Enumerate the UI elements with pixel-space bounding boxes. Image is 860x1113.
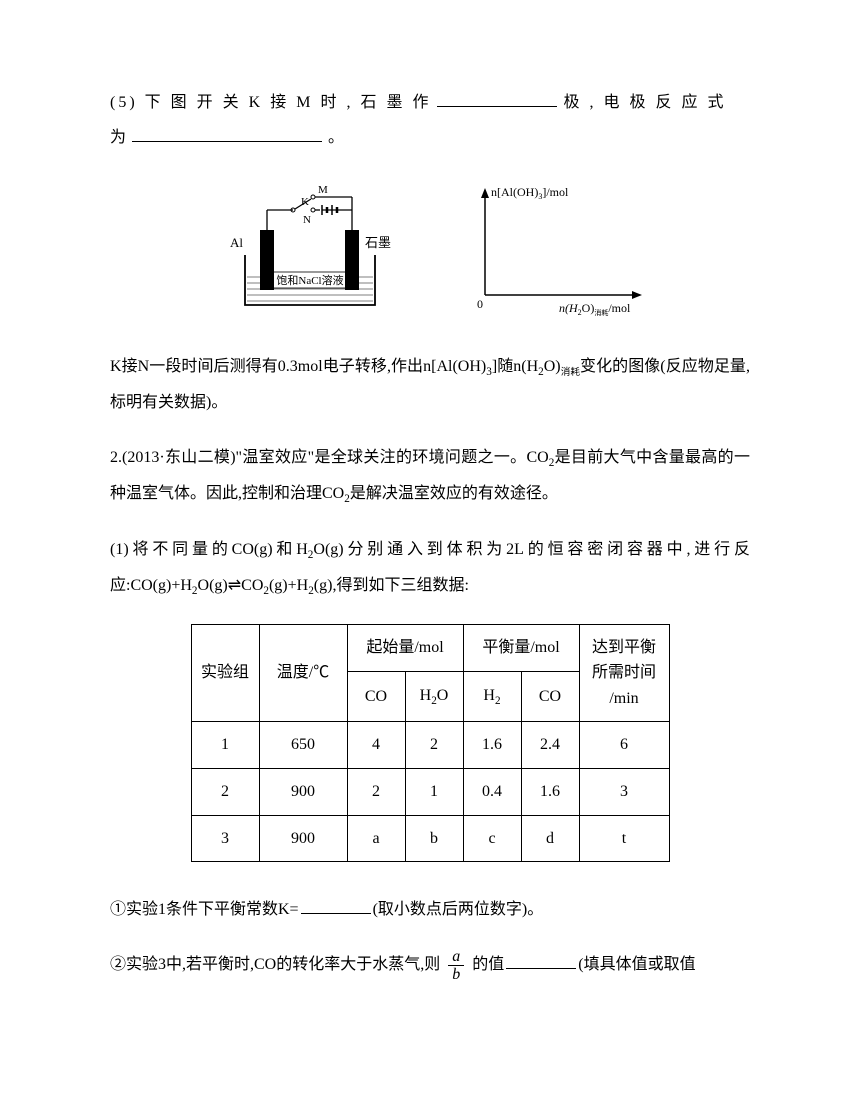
q5-blank1[interactable] — [437, 91, 557, 107]
th-temp: 温度/℃ — [259, 624, 347, 722]
k-label: K — [301, 196, 309, 208]
y-axis-label: n[Al(OH)3]/mol — [491, 185, 569, 201]
q5-line: (5) 下 图 开 关 K 接 M 时 , 石 墨 作 极 , 电 极 反 应 … — [110, 85, 750, 155]
q5-text-d: 。 — [328, 129, 344, 146]
th-h2-eq: H2 — [463, 672, 521, 722]
q5-post-text: K接N一段时间后测得有0.3mol电子转移,作出n[Al(OH)3]随n(H2O… — [110, 349, 750, 420]
th-co-initial: CO — [347, 672, 405, 722]
q2-1-2: ②实验3中,若平衡时,CO的转化率大于水蒸气,则 a b 的值(填具体值或取值 — [110, 947, 750, 983]
q5-text-b: 极 , 电 极 反 应 式 — [563, 94, 726, 111]
n-label: N — [303, 214, 311, 226]
q2-intro: 2.(2013·东山二模)"温室效应"是全球关注的环境问题之一。CO2是目前大气… — [110, 440, 750, 512]
solution-label: 饱和NaCl溶液 — [276, 273, 343, 287]
th-co-eq: CO — [521, 672, 579, 722]
q5-text-a: (5) 下 图 开 关 K 接 M 时 , 石 墨 作 — [110, 94, 431, 111]
graph-axes: 0 n[Al(OH)3]/mol n(H2O)消耗/mol — [455, 180, 655, 320]
figure-row: 饱和NaCl溶液 Al 石墨 M K N 0 n[Al(OH — [110, 175, 750, 325]
graphite-label: 石墨 — [365, 235, 391, 250]
q5-blank2[interactable] — [132, 126, 322, 142]
m-label: M — [318, 184, 328, 196]
q2-1-1: ①实验1条件下平衡常数K=(取小数点后两位数字)。 — [110, 892, 750, 927]
q5-text-c: 为 — [110, 129, 126, 146]
th-equilibrium: 平衡量/mol — [463, 624, 579, 672]
al-electrode — [260, 230, 274, 290]
table-row: 2900 21 0.41.6 3 — [191, 769, 669, 816]
k-blank[interactable] — [301, 898, 371, 914]
cell-diagram: 饱和NaCl溶液 Al 石墨 M K N — [205, 175, 415, 325]
th-initial: 起始量/mol — [347, 624, 463, 672]
table-row: 1650 42 1.62.4 6 — [191, 722, 669, 769]
al-label: Al — [230, 235, 243, 250]
data-table: 实验组 温度/℃ 起始量/mol 平衡量/mol 达到平衡 所需时间 /min … — [191, 624, 670, 863]
th-group: 实验组 — [191, 624, 259, 722]
q2-1-text: (1)将不同量的CO(g)和H2O(g)分别通入到体积为2L的恒容密闭容器中,进… — [110, 532, 750, 604]
x-axis-label: n(H2O)消耗/mol — [559, 301, 631, 317]
th-time: 达到平衡 所需时间 /min — [579, 624, 669, 722]
origin-label: 0 — [477, 297, 483, 311]
fraction-ab: a b — [448, 948, 464, 984]
ab-blank[interactable] — [506, 953, 576, 969]
graphite-electrode — [345, 230, 359, 290]
table-row: 3900 ab cd t — [191, 815, 669, 862]
th-h2o-initial: H2O — [405, 672, 463, 722]
